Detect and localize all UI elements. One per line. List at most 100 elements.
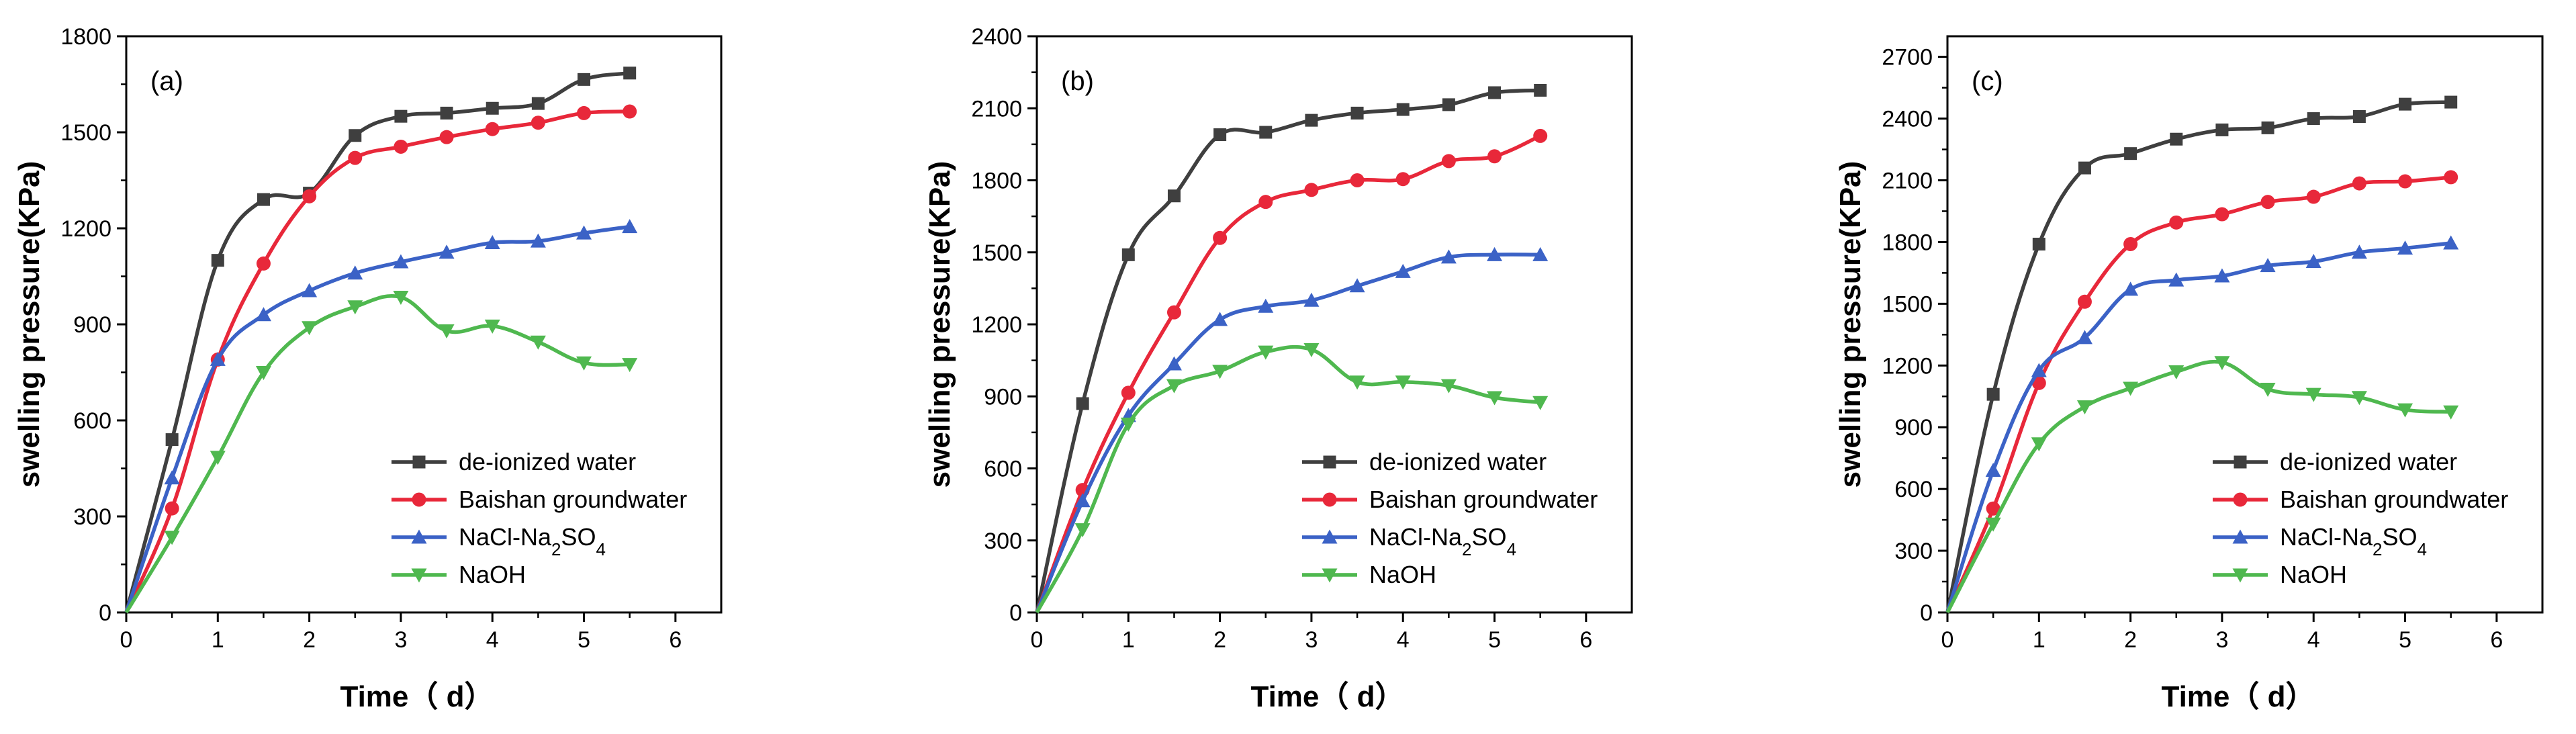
data-point xyxy=(2076,330,2092,345)
data-point xyxy=(2123,281,2139,296)
data-point xyxy=(393,254,409,269)
y-tick-label: 1800 xyxy=(1882,230,1933,255)
legend-marker xyxy=(2232,529,2248,544)
series-2 xyxy=(124,219,638,613)
legend-label: NaOH xyxy=(1369,561,1436,588)
plot-frame xyxy=(125,35,723,614)
data-point xyxy=(394,109,408,123)
y-tick-label: 900 xyxy=(984,384,1022,410)
series-line xyxy=(1945,100,2451,613)
data-point xyxy=(1440,379,1457,394)
y-tick-label: 0 xyxy=(1920,600,1933,626)
legend-label: de-ionized water xyxy=(459,448,636,475)
y-tick-label: 2700 xyxy=(1882,45,1933,71)
legend-item: de-ionized water xyxy=(392,448,636,475)
y-tick-label: 300 xyxy=(73,504,111,530)
y-tick-label: 1200 xyxy=(60,216,111,242)
data-point xyxy=(1532,246,1549,261)
plot-frame xyxy=(1036,35,1633,614)
legend-item: Baishan groundwater xyxy=(1302,486,1598,513)
legend-marker xyxy=(1323,455,1336,469)
data-point xyxy=(2170,132,2183,146)
series-3 xyxy=(1035,343,1549,614)
y-axis-label: swelling pressure(KPa) xyxy=(1834,161,1867,488)
data-point xyxy=(531,116,545,130)
data-point xyxy=(349,129,362,142)
y-tick-label: 600 xyxy=(1894,477,1933,502)
data-point xyxy=(1303,292,1320,307)
legend-item: de-ionized water xyxy=(2213,448,2457,475)
series-line xyxy=(1035,345,1540,614)
data-point xyxy=(302,321,318,336)
x-tick-label: 0 xyxy=(1941,627,1954,653)
data-point xyxy=(348,150,363,165)
data-point xyxy=(165,433,179,447)
data-point xyxy=(530,233,546,248)
legend-label: Baishan groundwater xyxy=(1369,486,1598,513)
legend-marker xyxy=(1322,529,1338,544)
data-point xyxy=(210,451,226,465)
x-tick-label: 1 xyxy=(2033,627,2045,653)
data-point xyxy=(393,290,409,305)
x-tick-label: 0 xyxy=(1031,627,1044,653)
data-point xyxy=(1532,396,1549,410)
data-point xyxy=(1121,385,1136,400)
legend-label: Baishan groundwater xyxy=(2280,486,2508,513)
data-point xyxy=(623,66,637,80)
data-point xyxy=(531,97,545,110)
data-point xyxy=(576,356,592,371)
data-point xyxy=(1258,298,1274,313)
series-2 xyxy=(1945,235,2459,613)
data-point xyxy=(2168,272,2184,287)
data-point xyxy=(2214,356,2230,371)
x-tick-label: 4 xyxy=(486,627,499,653)
data-point xyxy=(1534,83,1547,97)
x-axis-label: Time（ d） xyxy=(1250,680,1404,713)
data-point xyxy=(2399,97,2412,111)
data-point xyxy=(2261,121,2274,134)
data-point xyxy=(2031,437,2047,452)
legend-marker xyxy=(411,568,427,583)
data-point xyxy=(2032,237,2045,250)
data-point xyxy=(2214,268,2230,283)
y-tick-label: 1200 xyxy=(1882,353,1933,379)
data-point xyxy=(1167,189,1181,203)
data-point xyxy=(1121,248,1135,261)
legend-label: NaOH xyxy=(459,561,526,588)
data-point xyxy=(1166,379,1182,394)
x-tick-label: 3 xyxy=(394,627,407,653)
legend-marker xyxy=(1322,568,1338,583)
data-point xyxy=(255,366,271,380)
legend-item: de-ionized water xyxy=(1302,448,1547,475)
plot-frame xyxy=(1946,35,2544,614)
y-tick-label: 1500 xyxy=(1882,291,1933,317)
data-point xyxy=(484,234,500,249)
legend-marker xyxy=(412,492,426,507)
data-point xyxy=(164,470,180,485)
data-point xyxy=(302,189,317,203)
legend-marker xyxy=(1322,492,1337,507)
data-point xyxy=(2124,147,2137,160)
legend-item: Baishan groundwater xyxy=(392,486,687,513)
data-point xyxy=(1074,523,1091,538)
legend-label: NaCl-Na2SO4 xyxy=(459,523,606,559)
data-point xyxy=(1213,128,1227,142)
x-tick-label: 6 xyxy=(2490,627,2503,653)
data-point xyxy=(1349,375,1365,390)
legend-marker xyxy=(2234,455,2247,469)
data-point xyxy=(1487,391,1503,406)
data-point xyxy=(1212,312,1228,326)
data-point xyxy=(2351,244,2367,259)
x-tick-label: 4 xyxy=(2307,627,2320,653)
data-point xyxy=(1350,173,1365,187)
data-point xyxy=(439,130,454,144)
data-point xyxy=(1442,98,1455,111)
y-axis-label: swelling pressure(KPa) xyxy=(13,161,46,488)
x-tick-label: 5 xyxy=(2399,627,2411,653)
data-point xyxy=(1305,113,1318,127)
data-point xyxy=(2076,400,2092,415)
data-point xyxy=(2397,403,2413,418)
data-point xyxy=(1395,172,1410,187)
data-point xyxy=(164,531,180,545)
